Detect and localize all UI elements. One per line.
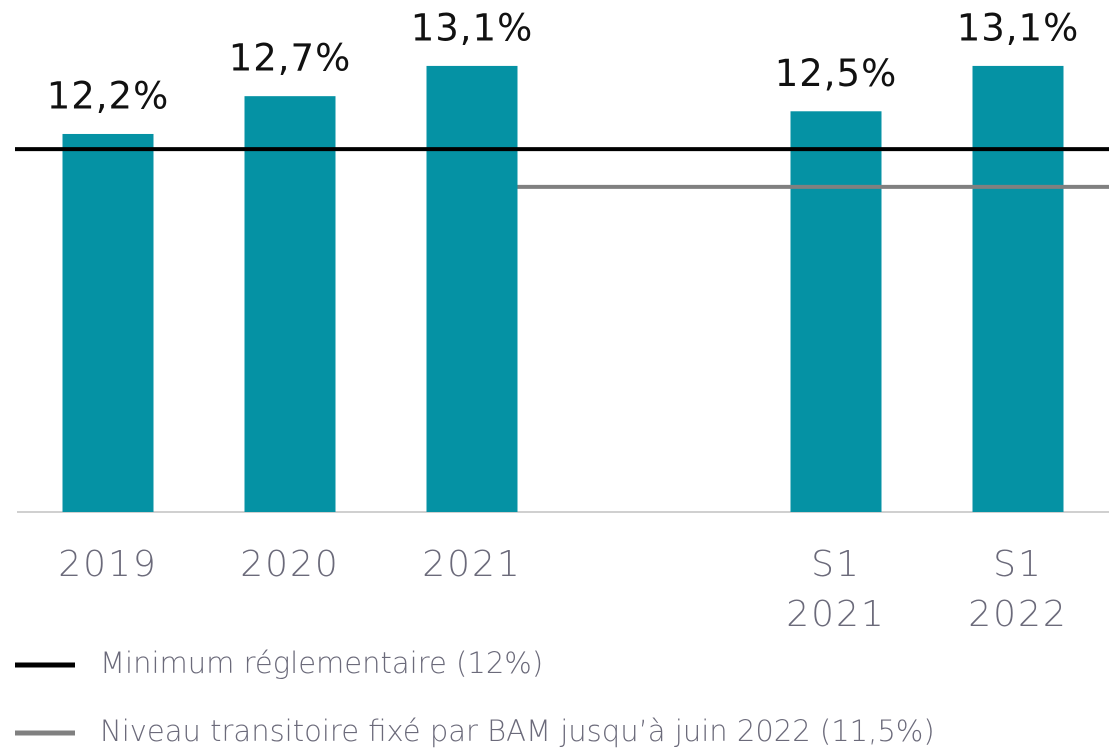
bar xyxy=(426,65,518,512)
bar xyxy=(62,133,154,512)
value-label: 13,1% xyxy=(411,6,534,49)
value-label: 12,5% xyxy=(775,52,898,95)
bar xyxy=(972,65,1064,512)
x-tick-label: 2020 xyxy=(240,544,340,585)
value-label: 12,2% xyxy=(47,74,170,117)
value-label: 12,7% xyxy=(229,37,352,80)
legend-label: Niveau transitoire fixé par BAM jusqu’à … xyxy=(100,714,935,748)
bar xyxy=(790,111,882,513)
x-tick-label: S1 2021 xyxy=(786,544,886,635)
value-label: 13,1% xyxy=(957,6,1080,49)
legend-label: Minimum réglementaire (12%) xyxy=(100,646,544,680)
bar xyxy=(244,96,336,513)
x-tick-label: S1 2022 xyxy=(968,544,1068,635)
x-tick-label: 2019 xyxy=(58,544,158,585)
x-tick-label: 2021 xyxy=(422,544,522,585)
